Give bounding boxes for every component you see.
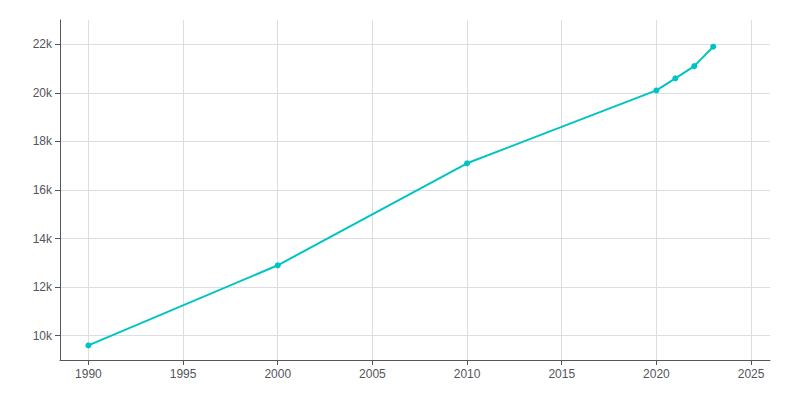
svg-text:2020: 2020 <box>643 367 670 381</box>
svg-text:10k: 10k <box>33 329 53 343</box>
svg-text:18k: 18k <box>33 134 53 148</box>
svg-text:2005: 2005 <box>359 367 386 381</box>
svg-text:14k: 14k <box>33 232 53 246</box>
svg-text:2000: 2000 <box>264 367 291 381</box>
svg-text:2010: 2010 <box>454 367 481 381</box>
svg-text:2015: 2015 <box>548 367 575 381</box>
svg-text:2025: 2025 <box>738 367 765 381</box>
svg-text:1995: 1995 <box>170 367 197 381</box>
svg-text:22k: 22k <box>33 37 53 51</box>
svg-text:1990: 1990 <box>75 367 102 381</box>
svg-text:20k: 20k <box>33 86 53 100</box>
svg-text:12k: 12k <box>33 280 53 294</box>
svg-text:16k: 16k <box>33 183 53 197</box>
